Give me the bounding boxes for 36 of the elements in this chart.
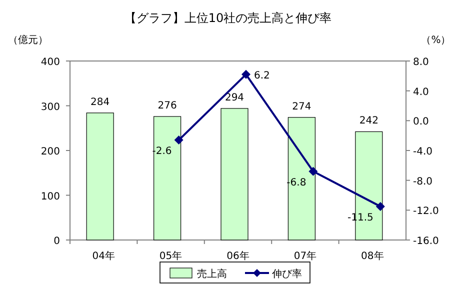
y-tick-label: 400 [40,57,60,68]
y-tick-label: 200 [40,146,60,158]
y2-tick-label: 8.0 [413,57,429,68]
y-tick-label: 300 [40,102,60,113]
data-label: 294 [224,92,244,104]
bar [288,117,316,240]
y2-tick-label: -4.0 [413,146,433,158]
y-tick-label: 100 [40,191,60,202]
x-tick-label: 05年 [159,250,182,262]
bar [154,116,182,240]
y2label: （%） [421,35,451,46]
data-label: 6.2 [254,70,270,82]
bar [220,108,248,240]
y-tick-label: 0 [54,236,60,247]
point [308,166,318,176]
x-tick-label: 07年 [294,250,317,262]
y2-tick-label: -8.0 [413,176,433,188]
ylabel: （億元） [8,35,48,46]
legend-label: 伸び率 [272,268,302,280]
y2-tick-label: 4.0 [413,86,429,98]
data-label: 242 [359,116,378,127]
bar [86,112,114,240]
legend-label: 売上高 [197,268,227,280]
data-label: 274 [292,101,312,112]
point [174,136,184,145]
data-label: 276 [158,100,177,112]
data-label: 284 [90,96,110,108]
x-tick-label: 04年 [92,250,115,262]
title: 【グラフ】上位10社の売上高と伸び率 [124,11,332,25]
point [376,202,385,211]
x-tick-label: 06年 [226,250,250,262]
y2-tick-label: -12.0 [413,206,439,218]
x-tick-label: 08年 [361,250,384,262]
y2-tick-label: -16.0 [413,236,439,247]
y2-tick-label: 0.0 [413,116,429,128]
point [242,70,250,79]
